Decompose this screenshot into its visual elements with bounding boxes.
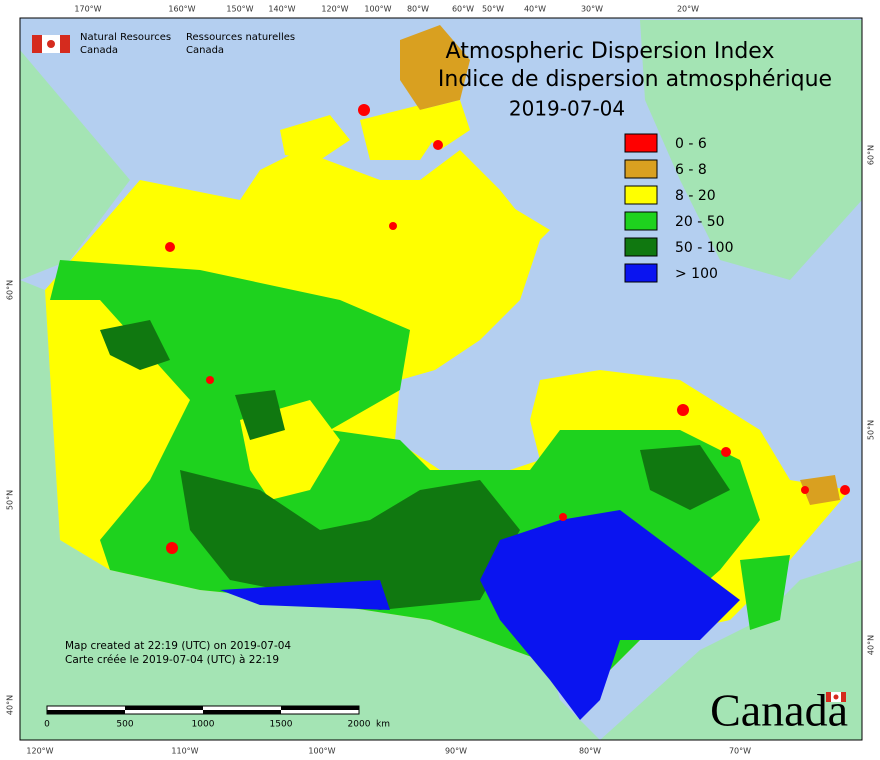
basemap: [20, 20, 862, 740]
wordmark-flag: [826, 692, 846, 702]
legend-label: 6 - 8: [675, 162, 707, 178]
agency-en: Canada: [80, 45, 118, 56]
map-frame: [19, 17, 863, 741]
longitude-label: 80°W: [407, 5, 429, 14]
latitude-label: 60°N: [867, 145, 876, 165]
legend-swatch: [624, 185, 658, 205]
title: Atmospheric Dispersion Index: [446, 39, 775, 64]
legend-swatch: [624, 263, 658, 283]
longitude-label: 40°W: [524, 5, 546, 14]
agency-fr: Canada: [186, 45, 224, 56]
longitude-label: 20°W: [677, 5, 699, 14]
legend: 0 - 6 6 - 8 8 - 20 20 - 50 50 - 100 > 100: [624, 133, 734, 283]
longitude-label: 60°W: [452, 5, 474, 14]
scale-unit: km: [376, 720, 390, 730]
nrcan-flag: [32, 35, 70, 53]
subtitle: Indice de dispersion atmosphérique: [438, 67, 832, 92]
agency-en: Natural Resources: [80, 32, 171, 43]
agency-fr: Ressources naturelles: [186, 32, 295, 43]
legend-label: 50 - 100: [675, 240, 734, 256]
legend-label: 8 - 20: [675, 188, 716, 204]
longitude-label: 50°W: [482, 5, 504, 14]
legend-label: 0 - 6: [675, 136, 707, 152]
legend-label: > 100: [675, 266, 718, 282]
longitude-label: 140°W: [268, 5, 295, 14]
latitude-label: 50°N: [6, 490, 15, 510]
scale-label: 1000: [192, 720, 215, 730]
legend-swatch: [624, 159, 658, 179]
longitude-label: 30°W: [581, 5, 603, 14]
date: 2019-07-04: [509, 97, 625, 121]
longitude-label: 100°W: [364, 5, 391, 14]
longitude-label: 70°W: [729, 747, 751, 756]
longitude-label: 80°W: [579, 747, 601, 756]
longitude-label: 120°W: [321, 5, 348, 14]
longitude-label: 160°W: [168, 5, 195, 14]
scale-label: 0: [44, 720, 50, 730]
scale-label: 2000: [348, 720, 371, 730]
legend-label: 20 - 50: [675, 214, 725, 230]
note: Map created at 22:19 (UTC) on 2019-07-04: [65, 640, 291, 652]
longitude-label: 100°W: [308, 747, 335, 756]
latitude-label: 50°N: [867, 420, 876, 440]
longitude-label: 150°W: [226, 5, 253, 14]
longitude-label: 120°W: [26, 747, 53, 756]
latitude-label: 40°N: [6, 695, 15, 715]
latitude-label: 40°N: [867, 635, 876, 655]
latitude-label: 60°N: [6, 280, 15, 300]
scale-bar: 0 500 1000 1500 2000 km: [44, 705, 390, 730]
note: Carte créée le 2019-07-04 (UTC) à 22:19: [65, 654, 279, 666]
longitude-label: 110°W: [171, 747, 198, 756]
legend-swatch: [624, 211, 658, 231]
legend-swatch: [624, 133, 658, 153]
longitude-label: 170°W: [74, 5, 101, 14]
scale-label: 1500: [270, 720, 293, 730]
longitude-label: 90°W: [445, 747, 467, 756]
legend-swatch: [624, 237, 658, 257]
wordmark: Canada: [710, 685, 848, 736]
scale-label: 500: [116, 720, 133, 730]
